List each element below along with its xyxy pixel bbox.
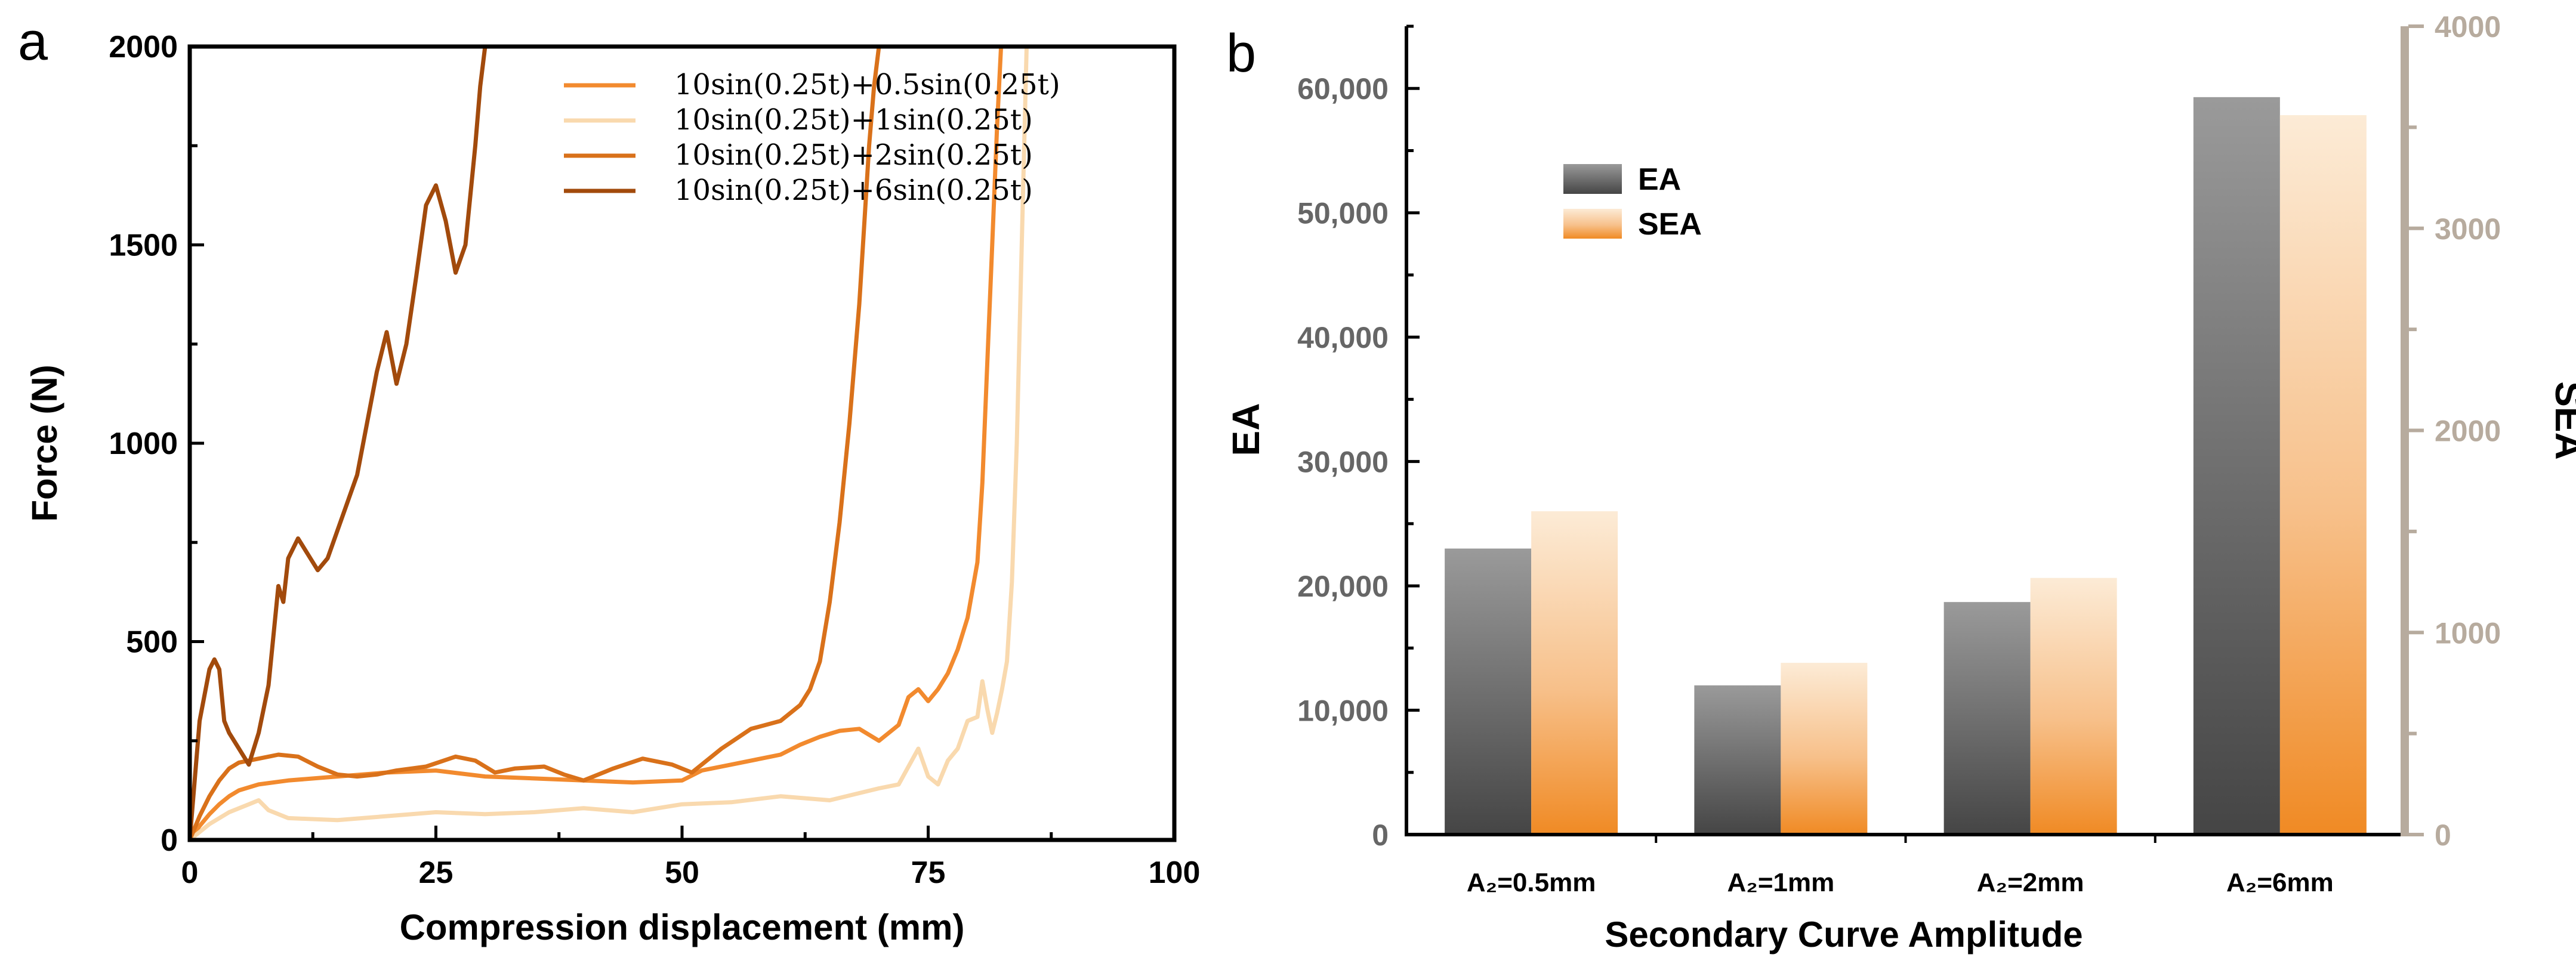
category-label: A₂=6mm (2226, 868, 2334, 897)
panel-a-legend: 10sin(0.25t)+0.5sin(0.25t)10sin(0.25t)+1… (564, 68, 1060, 207)
panel-b-bars: A₂=0.5mm A₂=1mm A₂=2mm A₂=6mm (1445, 97, 2367, 897)
right-tick-label: 0 (2435, 818, 2451, 852)
y-tick-label: 1500 (109, 228, 178, 263)
category-label: A₂=2mm (1977, 868, 2084, 897)
x-tick-label: 50 (665, 855, 699, 890)
left-tick-label: 10,000 (1297, 694, 1389, 728)
left-tick-label: 20,000 (1297, 570, 1389, 603)
bar-ea-4 (2193, 97, 2280, 835)
left-tick-label: 30,000 (1297, 446, 1389, 479)
legend-swatch-sea (1563, 209, 1622, 239)
legend-label-3: 10sin(0.25t)+2sin(0.25t) (674, 138, 1033, 172)
legend-label-2: 10sin(0.25t)+1sin(0.25t) (674, 103, 1033, 137)
panel-a-series-group (190, 47, 1029, 840)
right-tick-label: 4000 (2435, 10, 2501, 44)
category-label: A₂=1mm (1727, 868, 1835, 897)
left-tick-label: 0 (1372, 818, 1389, 852)
bar-ea-1 (1445, 548, 1532, 835)
series-line-1 (190, 47, 1004, 840)
series-line-2 (190, 47, 1029, 840)
y-tick-label: 500 (126, 625, 178, 660)
panel-a-x-axis-label: Compression displacement (mm) (400, 907, 965, 947)
panel-a-y-axis-label: Force (N) (24, 364, 64, 521)
right-tick-label: 3000 (2435, 212, 2501, 246)
x-tick-label: 100 (1149, 855, 1201, 890)
bar-sea-3 (2030, 577, 2117, 835)
panel-b-x-axis-label: Secondary Curve Amplitude (1605, 915, 2083, 954)
x-tick-label: 0 (181, 855, 199, 890)
legend-label-sea: SEA (1638, 207, 1702, 242)
panel-b-label: b (1226, 24, 1256, 84)
legend-swatch-ea (1563, 164, 1622, 194)
panel-a-label: a (18, 12, 48, 72)
right-tick-label: 1000 (2435, 616, 2501, 650)
bar-ea-3 (1943, 602, 2031, 835)
legend-label-1: 10sin(0.25t)+0.5sin(0.25t) (674, 68, 1060, 101)
panel-b-ticks: 0 10,000 20,000 30,000 40,000 50,000 60,000 0 10… (1297, 10, 2501, 852)
category-label: A₂=0.5mm (1467, 868, 1596, 897)
series-line-4 (190, 47, 488, 840)
left-tick-label: 60,000 (1297, 72, 1389, 106)
bar-ea-2 (1694, 685, 1781, 835)
panel-b-right-y-axis-label: SEA (2547, 381, 2576, 460)
y-tick-label: 1000 (109, 427, 178, 461)
bar-sea-1 (1531, 511, 1618, 835)
right-tick-label: 2000 (2435, 415, 2501, 448)
bar-sea-2 (1781, 663, 1868, 835)
left-tick-label: 40,000 (1297, 321, 1389, 354)
x-tick-label: 75 (911, 855, 946, 890)
left-tick-label: 50,000 (1297, 197, 1389, 230)
series-line-3 (190, 47, 881, 840)
panel-b: b A₂=0.5mm A₂=1mm A₂=2mm A₂=6mm 0 10,000 20,0… (1224, 10, 2576, 954)
y-tick-label: 0 (161, 823, 178, 858)
legend-label-4: 10sin(0.25t)+6sin(0.25t) (674, 174, 1033, 207)
bar-sea-4 (2279, 115, 2367, 835)
y-tick-label: 2000 (109, 30, 178, 64)
panel-b-plot-area: A₂=0.5mm A₂=1mm A₂=2mm A₂=6mm 0 10,000 20,000… (1297, 10, 2501, 897)
x-tick-label: 25 (419, 855, 454, 890)
panel-b-left-y-axis-label: EA (1224, 403, 1267, 456)
panel-b-legend: EA SEA (1563, 162, 1702, 242)
legend-label-ea: EA (1638, 162, 1681, 197)
